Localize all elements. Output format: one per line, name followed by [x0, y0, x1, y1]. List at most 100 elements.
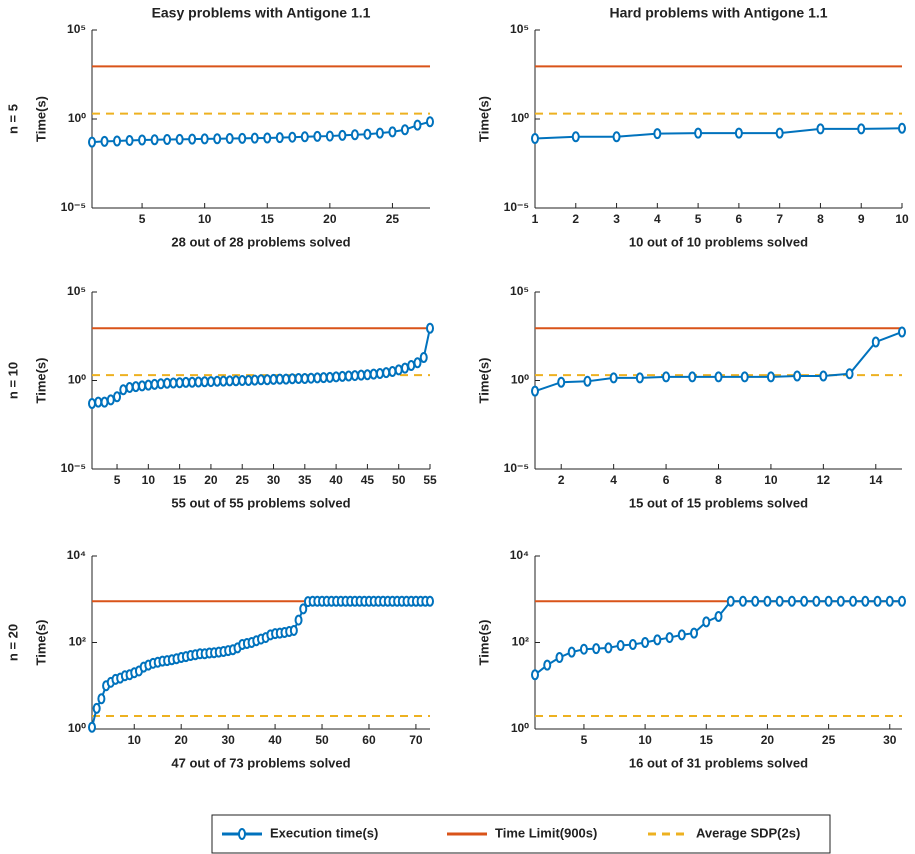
- series-line: [534, 127, 903, 140]
- point: [653, 634, 662, 646]
- x-tick-label: 10: [128, 733, 142, 747]
- point: [388, 366, 397, 378]
- point: [350, 129, 359, 141]
- point: [579, 643, 588, 655]
- legend-box: [211, 814, 831, 854]
- point: [138, 134, 147, 146]
- point: [188, 133, 197, 145]
- point: [845, 368, 854, 380]
- point: [300, 372, 309, 384]
- point: [775, 595, 784, 607]
- row-label: n = 10: [5, 362, 20, 399]
- x-tick-label: 25: [822, 733, 836, 747]
- point: [604, 642, 613, 654]
- point: [677, 629, 686, 641]
- y-tick-label: 10⁰: [68, 721, 86, 735]
- x-axis-label: 16 out of 31 problems solved: [629, 755, 808, 770]
- point: [714, 610, 723, 622]
- point: [150, 378, 159, 390]
- point: [269, 373, 278, 385]
- point: [543, 659, 552, 671]
- x-tick-label: 9: [858, 212, 865, 226]
- point: [313, 372, 322, 384]
- series-line: [91, 120, 431, 144]
- x-tick-label: 20: [175, 733, 189, 747]
- x-tick-label: 40: [268, 733, 282, 747]
- point: [119, 384, 128, 396]
- x-tick-label: 15: [173, 473, 187, 487]
- point: [690, 627, 699, 639]
- series-line: [91, 328, 431, 405]
- x-tick-label: 1: [532, 212, 539, 226]
- x-axis-label: 15 out of 15 problems solved: [629, 495, 808, 510]
- y-tick-label: 10⁻⁵: [504, 461, 529, 475]
- x-tick-label: 30: [267, 473, 281, 487]
- x-tick-label: 15: [261, 212, 275, 226]
- x-tick-label: 20: [761, 733, 775, 747]
- point: [250, 374, 259, 386]
- y-tick-label: 10⁰: [511, 373, 529, 387]
- point: [181, 376, 190, 388]
- x-tick-label: 2: [572, 212, 579, 226]
- point: [150, 134, 159, 146]
- point: [555, 651, 564, 663]
- point: [653, 128, 662, 140]
- point: [299, 603, 308, 615]
- point: [325, 371, 334, 383]
- point: [763, 595, 772, 607]
- point: [238, 375, 247, 386]
- x-tick-label: 20: [323, 212, 337, 226]
- point: [138, 380, 147, 392]
- x-tick-label: 15: [700, 733, 714, 747]
- y-tick-label: 10⁵: [67, 22, 86, 36]
- point: [571, 131, 580, 143]
- point: [263, 132, 272, 144]
- x-tick-label: 3: [613, 212, 620, 226]
- point: [88, 398, 96, 410]
- point: [726, 595, 735, 607]
- x-tick-label: 6: [663, 473, 670, 487]
- x-tick-label: 10: [638, 733, 652, 747]
- x-tick-label: 50: [392, 473, 406, 487]
- point: [375, 367, 384, 379]
- point: [313, 130, 322, 142]
- point: [319, 372, 328, 384]
- point: [369, 368, 378, 380]
- point: [97, 693, 106, 705]
- point: [289, 624, 298, 636]
- point: [583, 375, 592, 387]
- x-tick-label: 30: [883, 733, 897, 747]
- point: [88, 721, 96, 733]
- y-tick-label: 10⁵: [67, 284, 86, 298]
- point: [294, 372, 303, 384]
- point: [816, 123, 825, 135]
- point: [531, 133, 539, 145]
- point: [641, 637, 650, 648]
- point: [775, 127, 784, 139]
- point: [426, 595, 434, 607]
- y-axis-label: Time(s): [476, 620, 491, 666]
- point: [413, 357, 422, 369]
- point: [332, 371, 341, 383]
- row-label: n = 5: [5, 104, 20, 134]
- y-axis-label: Time(s): [33, 96, 48, 142]
- point: [836, 595, 845, 607]
- legend-marker: [238, 828, 246, 840]
- point: [225, 133, 234, 145]
- y-tick-label: 10⁰: [68, 111, 86, 125]
- x-tick-label: 8: [817, 212, 824, 226]
- legend-label: Time Limit(900s): [495, 825, 597, 840]
- x-axis-label: 47 out of 73 problems solved: [171, 755, 350, 770]
- x-tick-label: 35: [298, 473, 312, 487]
- point: [250, 132, 259, 144]
- point: [898, 595, 906, 607]
- point: [812, 595, 821, 607]
- x-tick-label: 2: [558, 473, 565, 487]
- point: [100, 135, 109, 147]
- x-axis-label: 55 out of 55 problems solved: [171, 495, 350, 510]
- point: [213, 375, 222, 387]
- point: [885, 595, 894, 607]
- point: [338, 129, 347, 141]
- x-tick-label: 25: [386, 212, 400, 226]
- x-tick-label: 6: [736, 212, 743, 226]
